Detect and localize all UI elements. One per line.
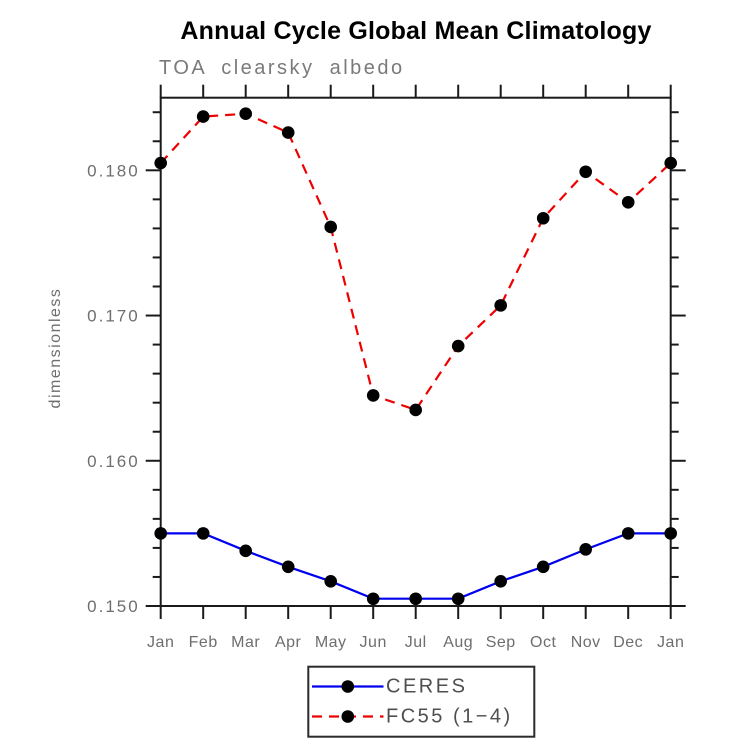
legend-label-ceres: CERES [386,676,467,698]
data-point-marker [409,592,423,606]
data-point-marker [366,389,380,402]
x-tick-label: Oct [530,634,556,651]
data-point-marker [494,575,508,588]
data-point-marker [451,592,465,606]
x-tick-label: Nov [571,634,601,651]
data-point-marker [579,543,592,556]
data-point-marker [281,126,295,139]
data-point-marker [324,220,338,234]
x-tick-label: Jun [360,634,387,651]
data-point-marker [664,527,677,540]
data-point-marker [281,560,295,574]
x-tick-label: Dec [613,634,643,651]
data-point-marker [664,156,677,170]
data-point-marker [239,107,252,120]
data-point-marker [494,299,508,312]
data-point-marker [196,527,210,540]
axis-border [159,96,672,607]
x-tick-label: Aug [443,634,473,651]
series-line-solid [160,532,671,600]
x-tick-label: Jan [147,634,174,651]
x-tick-label: Jul [405,634,427,651]
data-point-marker [621,195,635,209]
chart-title: Annual Cycle Global Mean Climatology [180,17,652,45]
x-tick-label: Sep [486,634,516,651]
y-tick-label: 0.170 [87,307,140,326]
legend-marker-ceres [341,680,355,693]
x-tick-label: Apr [275,634,302,651]
legend-label-fc55: FC55 (1−4) [386,706,513,728]
legend-marker-fc55 [341,710,355,723]
legend-box [307,665,536,738]
plot-area: 0.150 0.160 0.170 0.180 Jan Feb Mar Apr May Jun Ju… [87,84,686,651]
series-line-dashed [159,112,672,412]
y-tick-label: 0.150 [87,597,140,616]
data-point-marker [579,165,592,179]
data-point-marker [409,403,423,417]
y-tick-label: 0.180 [87,161,140,180]
data-point-marker [536,560,550,574]
y-tick-label: 0.160 [87,452,140,471]
data-point-marker [324,575,338,588]
data-point-marker [536,211,550,225]
data-point-marker [154,156,167,170]
data-point-marker [154,527,167,540]
data-point-marker [621,527,635,540]
data-point-marker [451,339,465,353]
data-point-marker [239,544,252,558]
x-tick-label: May [315,634,347,651]
x-tick-label: Mar [231,634,260,651]
x-tick-label: Feb [189,634,218,651]
data-point-marker [196,110,210,123]
x-tick-label: Jan [657,634,684,651]
legend: CERES FC55 (1−4) [307,665,536,738]
chart-subtitle: TOA clearsky albedo [159,57,405,79]
data-point-marker [366,592,380,606]
